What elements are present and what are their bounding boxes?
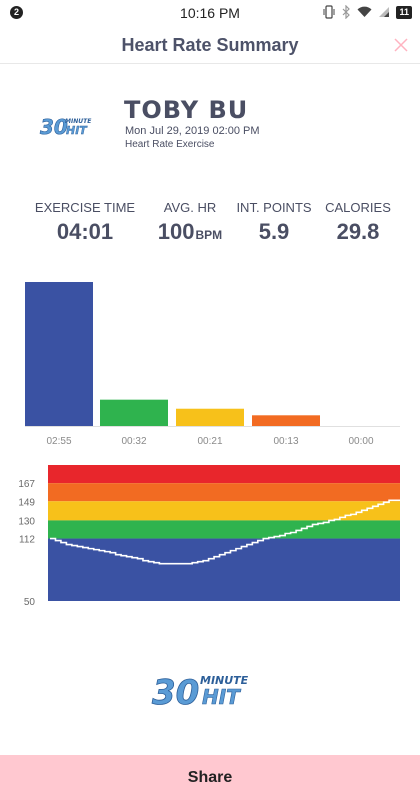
stat-avg-hr: AVG. HR 100BPM (150, 200, 230, 245)
bar-label: 02:55 (46, 436, 71, 447)
stat-label: INT. POINTS (236, 200, 312, 215)
bar-label: 00:00 (348, 436, 373, 447)
exercise-type: Heart Rate Exercise (125, 139, 215, 150)
zone-time-bar (252, 415, 320, 426)
stat-exercise-time: EXERCISE TIME 04:01 (30, 200, 140, 245)
stat-calories: CALORIES 29.8 (322, 200, 394, 245)
bar-label: 00:32 (121, 436, 146, 447)
status-time: 10:16 PM (180, 5, 240, 21)
brand-logo-icon: 30 MINUTE HIT (40, 115, 92, 138)
stat-value: 29.8 (336, 219, 380, 244)
svg-text:MINUTE: MINUTE (65, 118, 92, 125)
stat-int-points: INT. POINTS 5.9 (232, 200, 316, 245)
close-icon[interactable] (390, 34, 412, 56)
bluetooth-icon (343, 5, 351, 19)
stat-unit: BPM (195, 228, 223, 242)
exercise-date: Mon Jul 29, 2019 02:00 PM (125, 125, 260, 137)
status-bar: 2 10:16 PM 11 (0, 0, 420, 26)
zone-time-bar (25, 282, 93, 426)
svg-text:HIT: HIT (66, 124, 88, 137)
app-header: Heart Rate Summary (0, 26, 420, 64)
hr-zone-band (48, 483, 400, 502)
stat-value: 100BPM (157, 219, 223, 244)
signal-icon (379, 7, 390, 17)
hr-tick-label: 149 (18, 497, 35, 508)
bar-label: 00:21 (197, 436, 222, 447)
zone-time-bar (176, 408, 244, 426)
svg-text:30: 30 (152, 673, 199, 710)
battery-icon: 11 (396, 5, 412, 19)
bar-label: 00:13 (273, 436, 298, 447)
zone-time-bar (100, 399, 168, 426)
page-title: Heart Rate Summary (121, 35, 299, 55)
hr-line (50, 499, 400, 565)
vibrate-icon (323, 5, 335, 19)
stat-value: 5.9 (258, 219, 290, 244)
hr-tick-label: 130 (18, 516, 35, 527)
hr-tick-label: 50 (24, 597, 36, 608)
status-icons: 11 (323, 5, 412, 19)
share-button[interactable]: Share (0, 755, 420, 800)
user-name: TOBY BU (124, 96, 249, 124)
hr-tick-label: 167 (18, 479, 35, 490)
svg-text:MINUTE: MINUTE (200, 674, 249, 687)
brand-logo-large-icon: 30 MINUTE HIT (152, 673, 249, 710)
stat-label: AVG. HR (163, 200, 217, 215)
hr-tick-label: 112 (19, 535, 35, 546)
notification-count-badge: 2 (10, 6, 23, 19)
hr-zone-band (48, 465, 400, 484)
svg-text:30: 30 (40, 115, 68, 138)
hr-zone-band (48, 520, 400, 539)
stat-label: CALORIES (325, 200, 391, 215)
stat-label: EXERCISE TIME (34, 200, 136, 215)
wifi-icon (357, 6, 372, 18)
charts-area: 02:55 00:32 00:21 00:13 00:00 167 149 130 112 50 (18, 282, 400, 608)
stat-value: 04:01 (56, 219, 114, 244)
svg-text:HIT: HIT (202, 685, 241, 709)
hr-zone-band (48, 501, 400, 521)
hr-zone-band (48, 538, 400, 601)
